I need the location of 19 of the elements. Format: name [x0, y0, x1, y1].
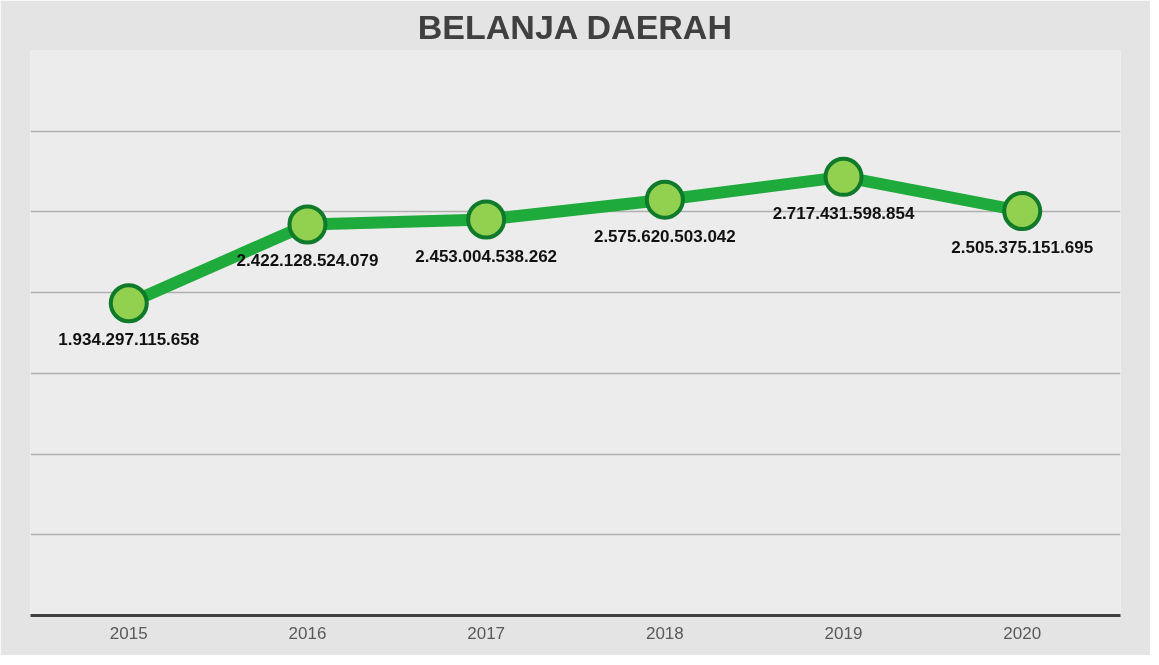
- point: [823, 156, 864, 197]
- point: [644, 179, 685, 220]
- data-label: 2.505.375.151.695: [951, 238, 1094, 258]
- data-label: 1.934.297.115.658: [58, 330, 200, 350]
- point: [1002, 191, 1043, 232]
- x-tick-label: 2018: [645, 623, 684, 643]
- data-label: 2.453.004.538.262: [415, 246, 558, 266]
- x-tick-label: 2015: [109, 623, 148, 643]
- point: [108, 283, 149, 324]
- data-label: 2.575.620.503.042: [593, 226, 736, 246]
- x-tick-label: 2016: [288, 623, 327, 643]
- data-label: 2.422.128.524.079: [236, 251, 379, 271]
- x-tick-label: 2017: [467, 623, 506, 643]
- point: [287, 204, 328, 245]
- chart-title: BELANJA DAERAH: [417, 7, 732, 46]
- point: [466, 199, 507, 240]
- data-label: 2.717.431.598.854: [772, 203, 915, 223]
- x-tick-label: 2019: [824, 623, 863, 643]
- x-tick-label: 2020: [1003, 623, 1042, 643]
